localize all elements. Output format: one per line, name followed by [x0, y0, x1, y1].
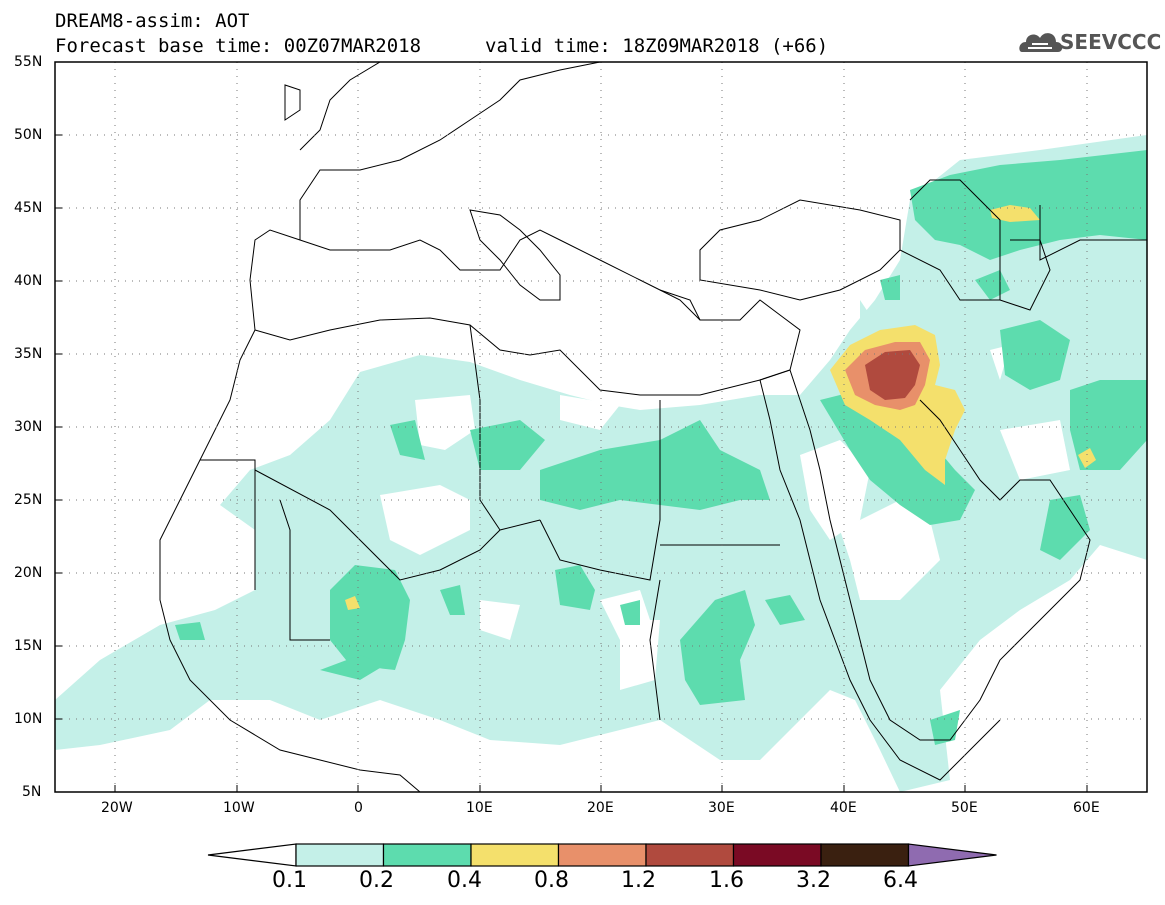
lon-label: 0 [354, 800, 363, 816]
lat-label: 50N [14, 127, 43, 143]
colorbar-cell [470, 843, 560, 867]
lon-label: 10W [223, 800, 255, 816]
colorbar-label: 3.2 [796, 868, 831, 893]
lat-label: 10N [14, 711, 43, 727]
lat-label: 40N [14, 273, 43, 289]
forecast-base-time: Forecast base time: 00Z07MAR2018 [55, 35, 422, 57]
colorbar-label: 0.4 [447, 868, 482, 893]
lon-label: 60E [1073, 800, 1100, 816]
colorbar-label: 0.1 [272, 868, 307, 893]
logo-text: SEEVCCC [1060, 30, 1162, 54]
lat-label: 15N [14, 638, 43, 654]
cloud-icon [1019, 33, 1063, 52]
colorbar-label: 1.2 [621, 868, 656, 893]
lat-label: 45N [14, 200, 43, 216]
colorbar-cell [732, 843, 822, 867]
colorbar-cell [907, 843, 997, 867]
colorbar-cell [207, 843, 297, 867]
colorbar-label: 1.6 [709, 868, 744, 893]
lon-label: 20E [587, 800, 614, 816]
aot-level-0.2 [175, 150, 1147, 745]
grid-lines [55, 62, 1147, 792]
colorbar-label: 6.4 [883, 868, 918, 893]
lon-label: 20W [101, 800, 133, 816]
lat-label: 5N [22, 784, 42, 800]
lat-label: 25N [14, 492, 43, 508]
colorbar-cell [645, 843, 735, 867]
lat-label: 55N [14, 54, 43, 70]
lon-label: 40E [830, 800, 857, 816]
lat-label: 30N [14, 419, 43, 435]
lon-label: 50E [951, 800, 978, 816]
valid-time: valid time: 18Z09MAR2018 (+66) [485, 35, 829, 57]
colorbar-cell [820, 843, 910, 867]
colorbar-label: 0.8 [534, 868, 569, 893]
lon-label: 30E [708, 800, 735, 816]
lat-label: 35N [14, 346, 43, 362]
axis-ticks [55, 134, 1088, 792]
lon-label: 10E [466, 800, 493, 816]
colorbar-cell [557, 843, 647, 867]
lat-label: 20N [14, 565, 43, 581]
colorbar-cell [382, 843, 472, 867]
colorbar-label: 0.2 [359, 868, 394, 893]
aot-level-1.2 [865, 350, 920, 400]
colorbar-cell [295, 843, 385, 867]
chart-title: DREAM8-assim: AOT [55, 10, 250, 32]
